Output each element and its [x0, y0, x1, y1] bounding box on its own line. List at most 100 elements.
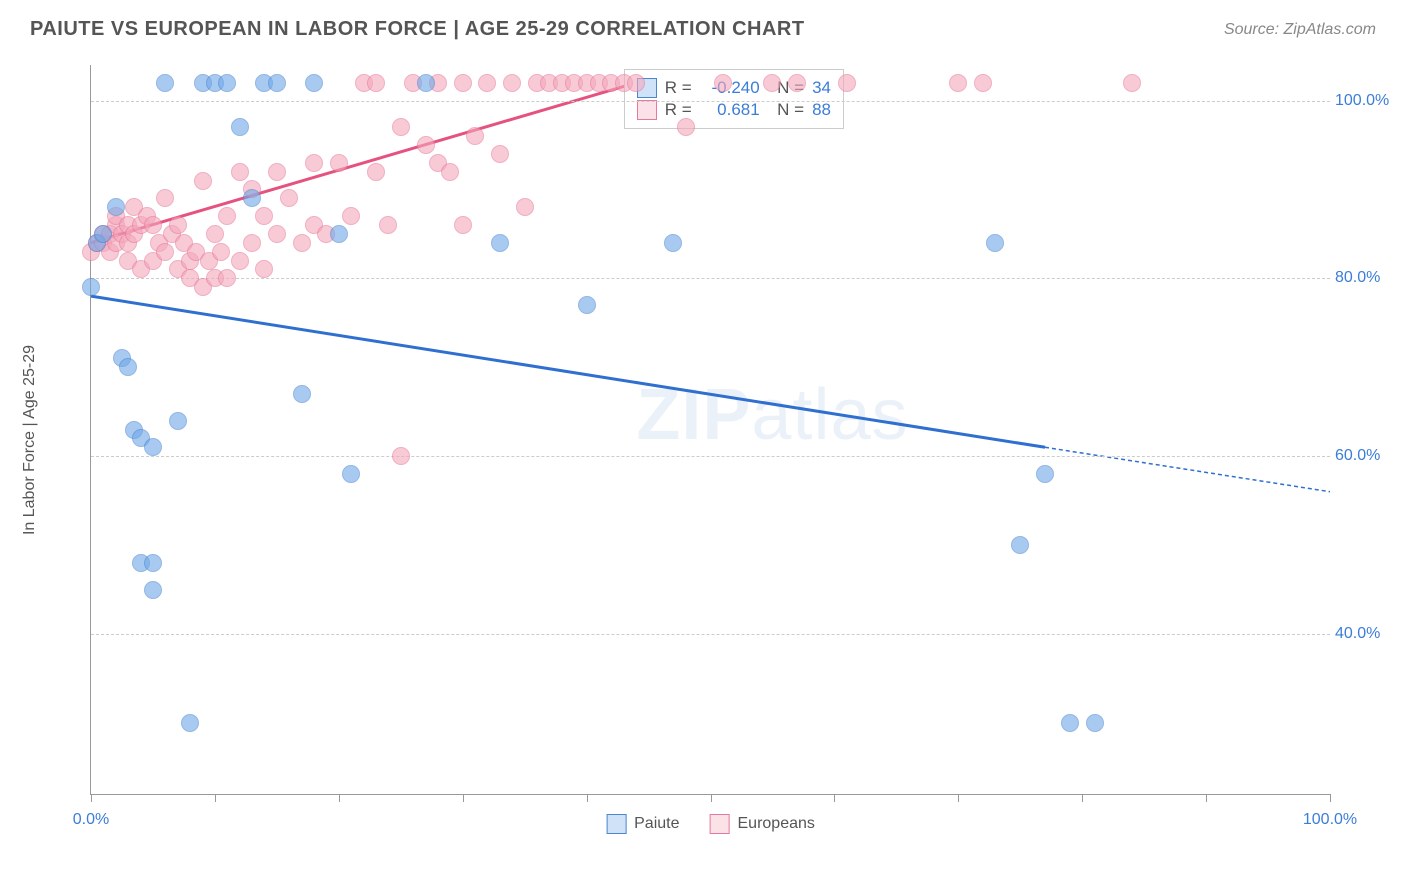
scatter-point: [454, 216, 472, 234]
scatter-point: [367, 74, 385, 92]
y-tick-label: 80.0%: [1335, 269, 1390, 287]
scatter-point: [255, 260, 273, 278]
scatter-point: [107, 198, 125, 216]
scatter-point: [119, 358, 137, 376]
x-tick: [215, 794, 216, 802]
stats-legend: R = -0.240 N = 34R = 0.681 N = 88: [624, 69, 844, 129]
x-tick: [711, 794, 712, 802]
scatter-point: [156, 74, 174, 92]
x-axis-label: 100.0%: [1303, 811, 1357, 829]
scatter-point: [974, 74, 992, 92]
gridline: [91, 456, 1330, 457]
scatter-point: [293, 234, 311, 252]
scatter-point: [949, 74, 967, 92]
legend-swatch: [637, 100, 657, 120]
scatter-point: [305, 154, 323, 172]
scatter-point: [169, 412, 187, 430]
scatter-point: [417, 136, 435, 154]
scatter-point: [206, 225, 224, 243]
scatter-point: [280, 189, 298, 207]
source-attribution: Source: ZipAtlas.com: [1224, 21, 1376, 39]
x-tick: [958, 794, 959, 802]
scatter-point: [144, 216, 162, 234]
scatter-point: [231, 163, 249, 181]
scatter-point: [293, 385, 311, 403]
x-tick: [834, 794, 835, 802]
scatter-point: [788, 74, 806, 92]
scatter-point: [231, 252, 249, 270]
x-axis-label: 0.0%: [73, 811, 109, 829]
scatter-point: [218, 207, 236, 225]
legend-n-value: 88: [812, 100, 831, 120]
scatter-point: [578, 296, 596, 314]
legend-swatch: [606, 814, 626, 834]
scatter-point: [1061, 714, 1079, 732]
legend-row: R = 0.681 N = 88: [637, 100, 831, 120]
chart-title: PAIUTE VS EUROPEAN IN LABOR FORCE | AGE …: [30, 18, 805, 41]
scatter-point: [342, 207, 360, 225]
scatter-point: [218, 269, 236, 287]
scatter-point: [194, 172, 212, 190]
scatter-point: [268, 74, 286, 92]
legend-r-label: R =: [665, 100, 692, 120]
scatter-point: [218, 74, 236, 92]
scatter-point: [838, 74, 856, 92]
scatter-point: [1011, 536, 1029, 554]
x-tick: [587, 794, 588, 802]
gridline: [91, 634, 1330, 635]
scatter-point: [677, 118, 695, 136]
scatter-point: [255, 207, 273, 225]
legend-n-label: N =: [768, 100, 804, 120]
x-tick: [1206, 794, 1207, 802]
series-legend-item: Paiute: [606, 814, 679, 834]
y-tick-label: 60.0%: [1335, 447, 1390, 465]
scatter-point: [243, 189, 261, 207]
legend-r-label: R =: [665, 78, 692, 98]
x-tick: [1082, 794, 1083, 802]
y-tick-label: 40.0%: [1335, 625, 1390, 643]
scatter-point: [330, 225, 348, 243]
scatter-point: [417, 74, 435, 92]
scatter-point: [454, 74, 472, 92]
scatter-point: [392, 118, 410, 136]
y-axis-title: In Labor Force | Age 25-29: [21, 345, 39, 535]
series-legend-item: Europeans: [709, 814, 814, 834]
legend-n-value: 34: [812, 78, 831, 98]
chart-container: In Labor Force | Age 25-29 ZIPatlas R = …: [50, 55, 1380, 825]
scatter-point: [169, 216, 187, 234]
watermark: ZIPatlas: [636, 374, 908, 456]
scatter-point: [1123, 74, 1141, 92]
scatter-point: [305, 74, 323, 92]
scatter-point: [478, 74, 496, 92]
scatter-point: [94, 225, 112, 243]
gridline: [91, 278, 1330, 279]
scatter-point: [986, 234, 1004, 252]
scatter-point: [491, 145, 509, 163]
x-tick: [463, 794, 464, 802]
scatter-point: [144, 554, 162, 572]
scatter-point: [181, 714, 199, 732]
scatter-point: [82, 278, 100, 296]
scatter-point: [516, 198, 534, 216]
scatter-point: [367, 163, 385, 181]
x-tick: [91, 794, 92, 802]
scatter-point: [156, 243, 174, 261]
scatter-point: [268, 163, 286, 181]
scatter-point: [243, 234, 261, 252]
legend-r-value: 0.681: [700, 100, 760, 120]
plot-area: ZIPatlas R = -0.240 N = 34R = 0.681 N = …: [90, 65, 1330, 795]
scatter-point: [1086, 714, 1104, 732]
series-legend: Paiute Europeans: [606, 814, 815, 834]
scatter-point: [330, 154, 348, 172]
scatter-point: [627, 74, 645, 92]
legend-swatch: [709, 814, 729, 834]
x-tick: [339, 794, 340, 802]
scatter-point: [664, 234, 682, 252]
x-tick: [1330, 794, 1331, 802]
scatter-point: [268, 225, 286, 243]
y-tick-label: 100.0%: [1335, 92, 1390, 110]
scatter-point: [156, 189, 174, 207]
scatter-point: [1036, 465, 1054, 483]
scatter-point: [714, 74, 732, 92]
scatter-point: [144, 438, 162, 456]
